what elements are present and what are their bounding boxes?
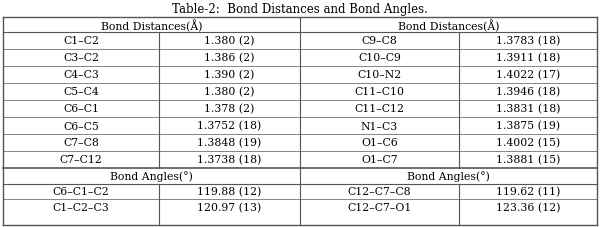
Text: Bond Distances(Å): Bond Distances(Å) [398,19,499,32]
Text: 1.380 (2): 1.380 (2) [204,87,255,97]
Text: 120.97 (13): 120.97 (13) [197,202,262,212]
Text: 1.3752 (18): 1.3752 (18) [197,121,262,131]
Text: C3–C2: C3–C2 [63,53,99,63]
Text: Table-2:  Bond Distances and Bond Angles.: Table-2: Bond Distances and Bond Angles. [172,2,428,15]
Text: O1–C7: O1–C7 [361,155,398,165]
Text: 1.4022 (17): 1.4022 (17) [496,70,560,80]
Text: C11–C12: C11–C12 [355,104,404,114]
Text: 1.386 (2): 1.386 (2) [204,53,255,63]
Text: C7–C8: C7–C8 [63,138,99,148]
Text: C1–C2–C3: C1–C2–C3 [53,202,109,212]
Text: Bond Angles(°): Bond Angles(°) [110,171,193,182]
Text: C6–C5: C6–C5 [63,121,99,131]
Text: 1.3881 (15): 1.3881 (15) [496,155,560,165]
Text: C1–C2: C1–C2 [63,36,99,46]
Text: C7–C12: C7–C12 [59,155,103,165]
Text: 1.378 (2): 1.378 (2) [205,104,254,114]
Text: C12–C7–C8: C12–C7–C8 [347,187,412,197]
Text: 1.3848 (19): 1.3848 (19) [197,138,262,148]
Text: C11–C10: C11–C10 [355,87,404,97]
Text: 1.3911 (18): 1.3911 (18) [496,53,560,63]
Text: Bond Angles(°): Bond Angles(°) [407,171,490,182]
Text: C12–C7–O1: C12–C7–O1 [347,202,412,212]
Text: C10–C9: C10–C9 [358,53,401,63]
Text: 1.3738 (18): 1.3738 (18) [197,155,262,165]
Text: O1–C6: O1–C6 [361,138,398,148]
Text: 119.62 (11): 119.62 (11) [496,187,560,197]
Text: 1.3831 (18): 1.3831 (18) [496,104,560,114]
Text: 1.390 (2): 1.390 (2) [205,70,254,80]
Text: 1.3946 (18): 1.3946 (18) [496,87,560,97]
Text: 1.3875 (19): 1.3875 (19) [496,121,560,131]
Text: C4–C3: C4–C3 [63,70,99,80]
Text: N1–C3: N1–C3 [361,121,398,131]
Text: 1.3783 (18): 1.3783 (18) [496,36,560,47]
Text: Bond Distances(Å): Bond Distances(Å) [101,19,202,32]
Text: C6–C1: C6–C1 [63,104,99,114]
Text: C10–N2: C10–N2 [358,70,401,80]
Text: C9–C8: C9–C8 [362,36,397,46]
Text: 1.380 (2): 1.380 (2) [204,36,255,47]
Text: 123.36 (12): 123.36 (12) [496,202,560,212]
Text: 1.4002 (15): 1.4002 (15) [496,138,560,148]
Text: C6–C1–C2: C6–C1–C2 [53,187,109,197]
Text: C5–C4: C5–C4 [63,87,99,97]
Text: 119.88 (12): 119.88 (12) [197,187,262,197]
